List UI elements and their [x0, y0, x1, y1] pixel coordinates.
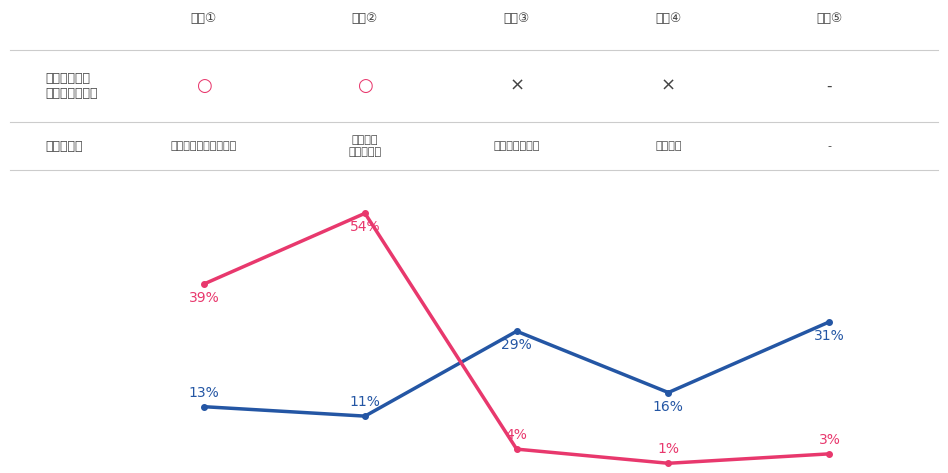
- Text: 役職者に
権限を委譲: 役職者に 権限を委譲: [349, 135, 381, 157]
- Text: ×: ×: [661, 77, 676, 95]
- Text: 16%: 16%: [653, 400, 684, 413]
- Text: -: -: [828, 141, 831, 151]
- Text: 54%: 54%: [350, 220, 380, 234]
- Text: 回答④: 回答④: [655, 12, 682, 25]
- Text: 3%: 3%: [818, 433, 841, 447]
- Text: 39%: 39%: [189, 291, 219, 305]
- Text: 1%: 1%: [657, 442, 680, 456]
- Text: 回答③: 回答③: [503, 12, 530, 25]
- Text: 回答②: 回答②: [352, 12, 378, 25]
- Text: 31%: 31%: [814, 329, 845, 343]
- Text: 関与なし: 関与なし: [655, 141, 682, 151]
- Text: 経営トップ直轄で推進: 経営トップ直轄で推進: [171, 141, 237, 151]
- Text: -: -: [827, 79, 832, 94]
- Text: 経営トップの
コミットメント: 経営トップの コミットメント: [46, 72, 98, 100]
- Text: 29%: 29%: [501, 338, 532, 352]
- Text: ○: ○: [357, 77, 373, 95]
- Text: 回答⑤: 回答⑤: [816, 12, 843, 25]
- Text: 推進の方法: 推進の方法: [46, 140, 83, 152]
- Text: ×: ×: [509, 77, 524, 95]
- Text: 11%: 11%: [350, 395, 380, 409]
- Text: 推進の指示のみ: 推進の指示のみ: [494, 141, 539, 151]
- Text: 回答①: 回答①: [191, 12, 217, 25]
- Text: 13%: 13%: [189, 385, 219, 400]
- Text: ○: ○: [196, 77, 211, 95]
- Text: 4%: 4%: [505, 428, 528, 442]
